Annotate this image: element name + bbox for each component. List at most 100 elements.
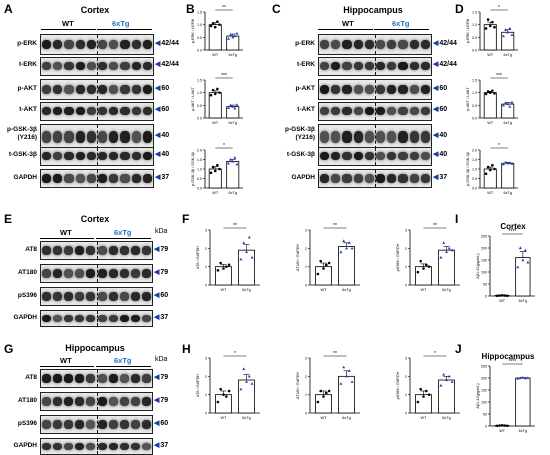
- blot-strip: [40, 57, 154, 76]
- blot-row-label: pS396: [2, 292, 37, 300]
- blot-band: [120, 40, 129, 50]
- data-point: [228, 264, 231, 267]
- arrow-icon: ◀: [154, 314, 159, 321]
- x-tick-label: WT: [487, 191, 494, 195]
- data-point: [345, 375, 348, 378]
- data-point: [348, 241, 351, 244]
- data-point: [245, 380, 248, 383]
- blot-band: [120, 420, 129, 429]
- blot-band: [142, 443, 151, 451]
- data-point: [506, 424, 509, 427]
- blot-strip: [40, 79, 154, 100]
- blot-band: [365, 131, 374, 143]
- blot-band: [120, 374, 129, 383]
- chart-title-j: Hippocampus: [468, 352, 548, 361]
- chart-title-i: Cortex: [478, 222, 548, 231]
- blot-band: [398, 174, 407, 183]
- data-point: [526, 261, 529, 264]
- y-axis-label: p-ERK / t-ERK: [191, 18, 195, 43]
- bar-6xtg: [439, 250, 455, 285]
- blot-band: [98, 420, 107, 429]
- blot-band: [376, 174, 385, 183]
- blot-band: [64, 152, 73, 161]
- data-point: [328, 390, 331, 393]
- x-tick-label: WT: [421, 288, 428, 292]
- blot-kda-label: ◀42/44: [433, 39, 457, 47]
- blot-kda-label: ◀79: [154, 245, 168, 253]
- blot-kda-label: ◀60: [155, 105, 169, 113]
- blot-band: [86, 292, 95, 301]
- significance-label: **: [433, 223, 437, 229]
- y-tick-label: 50: [483, 283, 487, 287]
- blot-strip: [318, 79, 432, 100]
- data-point: [491, 89, 494, 92]
- blot-band: [342, 62, 351, 71]
- blot-band: [376, 131, 385, 143]
- blot-band: [320, 131, 329, 143]
- data-point: [425, 264, 428, 267]
- panel-letter-c: C: [272, 2, 281, 16]
- bar-wt: [316, 267, 332, 285]
- blot-kda-label: ◀79: [154, 373, 168, 381]
- data-point: [425, 390, 428, 393]
- blot-title-c: Hippocampus: [318, 5, 428, 15]
- blot-band: [42, 174, 51, 183]
- data-point: [222, 267, 225, 270]
- blot-band: [87, 62, 96, 71]
- data-point: [485, 172, 488, 175]
- blot-band: [64, 40, 73, 50]
- x-tick-label: 6xTg: [242, 288, 250, 292]
- data-point: [516, 377, 519, 380]
- blot-divider: [375, 35, 376, 54]
- blot-band: [64, 420, 73, 429]
- y-tick-label: 1: [405, 393, 407, 397]
- data-point: [328, 262, 331, 265]
- blot-band: [53, 62, 62, 71]
- blot-band: [75, 420, 84, 429]
- bar-wt: [416, 267, 432, 285]
- blot-band: [53, 107, 62, 116]
- blot-band: [76, 131, 85, 143]
- y-tick-label: 1: [205, 393, 207, 397]
- y-tick-label: 3: [405, 229, 407, 233]
- y-tick-label: 1.5: [472, 11, 477, 15]
- y-tick-label: 0: [205, 412, 207, 416]
- kda-value: 42/44: [439, 61, 457, 68]
- blot-band: [410, 40, 419, 50]
- x-tick-label: 6xTg: [504, 53, 512, 57]
- data-point: [342, 366, 345, 369]
- blot-band: [387, 40, 396, 50]
- blot-divider: [97, 393, 98, 410]
- blot-band: [354, 174, 363, 183]
- blot-band: [98, 292, 107, 301]
- blot-band: [354, 107, 363, 116]
- y-tick-label: 0.0: [197, 117, 202, 121]
- data-point: [442, 373, 445, 376]
- blot-band: [320, 85, 329, 95]
- kda-value: 37: [160, 442, 168, 449]
- blot-band: [98, 131, 107, 143]
- y-tick-label: 1.0: [472, 168, 477, 172]
- group-label-6xtg-g: 6xTg: [114, 356, 132, 365]
- data-point: [502, 104, 505, 107]
- kda-value: 40: [161, 132, 169, 139]
- blot-band: [142, 292, 151, 301]
- blot-title-e: Cortex: [55, 214, 135, 224]
- group-line-6xtg-c: [374, 29, 429, 30]
- x-tick-label: 6xTg: [504, 191, 512, 195]
- blot-band: [53, 246, 62, 255]
- data-point: [225, 395, 228, 398]
- blot-band: [365, 62, 374, 71]
- data-point: [516, 266, 519, 269]
- blot-divider: [97, 170, 98, 187]
- blot-row-label: t-AKT: [275, 106, 315, 114]
- y-tick-label: 2: [405, 247, 407, 251]
- blot-strip: [318, 102, 432, 121]
- blot-band: [354, 85, 363, 95]
- blot-band: [109, 443, 118, 451]
- blot-band: [331, 40, 340, 50]
- blot-band: [410, 107, 419, 116]
